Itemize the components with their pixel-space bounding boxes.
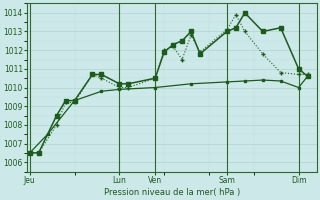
X-axis label: Pression niveau de la mer( hPa ): Pression niveau de la mer( hPa ) <box>104 188 240 197</box>
